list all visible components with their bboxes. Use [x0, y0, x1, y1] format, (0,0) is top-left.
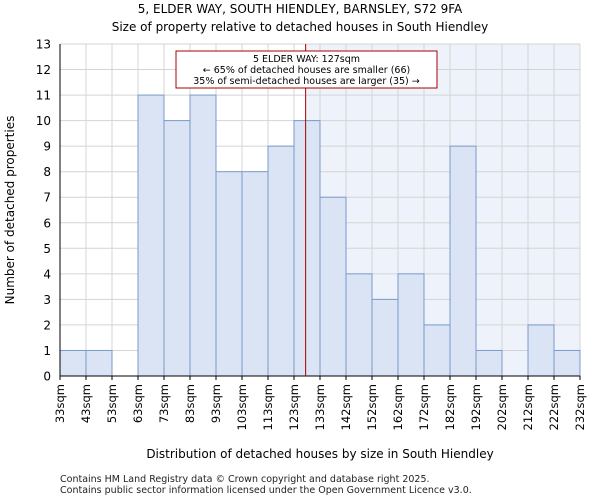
x-tick-label: 53sqm [105, 384, 119, 423]
x-tick-label: 103sqm [235, 384, 249, 430]
x-tick-label: 73sqm [157, 384, 171, 423]
y-tick-label: 13 [36, 38, 51, 52]
y-tick-label: 11 [36, 89, 51, 103]
x-tick-label: 43sqm [79, 384, 93, 423]
histogram-bar [319, 196, 347, 377]
x-tick-label: 192sqm [469, 384, 483, 430]
x-tick-label: 232sqm [573, 384, 587, 430]
y-tick-label: 2 [43, 318, 51, 332]
histogram-bar [241, 171, 269, 377]
y-axis-title: Number of detached properties [3, 116, 17, 305]
histogram-bar [449, 145, 477, 377]
chart-subtitle: Size of property relative to detached ho… [111, 20, 489, 34]
histogram-bar [137, 94, 165, 377]
histogram-bar [475, 349, 503, 377]
copyright-note: Contains HM Land Registry data © Crown c… [60, 474, 430, 485]
x-tick-label: 113sqm [261, 384, 275, 430]
x-tick-label: 202sqm [495, 384, 509, 430]
histogram-bar [397, 273, 425, 377]
x-tick-label: 93sqm [209, 384, 223, 423]
y-tick-label: 1 [43, 344, 51, 358]
x-tick-label: 142sqm [339, 384, 353, 430]
annotation-box [175, 50, 438, 89]
y-tick-label: 4 [43, 267, 51, 281]
x-tick-label: 162sqm [391, 384, 405, 430]
histogram-bar [293, 120, 321, 377]
x-tick-label: 133sqm [313, 384, 327, 430]
histogram-bar [267, 145, 295, 377]
histogram-bar [423, 324, 451, 377]
chart-title: 5, ELDER WAY, SOUTH HIENDLEY, BARNSLEY, … [137, 2, 463, 16]
x-tick-label: 152sqm [365, 384, 379, 430]
y-tick-label: 12 [36, 63, 51, 77]
histogram-bar [163, 120, 191, 377]
x-tick-label: 212sqm [521, 384, 535, 430]
y-tick-label: 10 [36, 114, 51, 128]
histogram-bar [189, 94, 217, 377]
histogram-bar [553, 349, 581, 377]
x-tick-label: 182sqm [443, 384, 457, 430]
histogram-bar [85, 349, 113, 377]
histogram-bar [527, 324, 555, 377]
y-tick-label: 8 [43, 165, 51, 179]
x-tick-label: 63sqm [131, 384, 145, 423]
annotation-line: 35% of semi-detached houses are larger (… [193, 76, 420, 87]
x-tick-label: 172sqm [417, 384, 431, 430]
x-tick-label: 123sqm [287, 384, 301, 430]
annotation-line: 5 ELDER WAY: 127sqm [253, 54, 360, 65]
histogram-bar [59, 349, 87, 377]
y-tick-label: 6 [43, 216, 51, 230]
histogram-bar [371, 298, 399, 377]
histogram-bar [215, 171, 243, 377]
x-axis-title: Distribution of detached houses by size … [146, 447, 493, 461]
histogram-bar [345, 273, 373, 377]
x-tick-label: 33sqm [53, 384, 67, 423]
y-tick-label: 9 [43, 140, 51, 154]
annotation-line: ← 65% of detached houses are smaller (66… [203, 65, 410, 76]
y-tick-label: 3 [43, 293, 51, 307]
y-tick-label: 0 [43, 370, 51, 384]
y-tick-label: 5 [43, 242, 51, 256]
y-tick-label: 7 [43, 191, 51, 205]
licence-note: Contains public sector information licen… [60, 485, 472, 496]
x-tick-label: 83sqm [183, 384, 197, 423]
x-tick-label: 222sqm [547, 384, 561, 430]
